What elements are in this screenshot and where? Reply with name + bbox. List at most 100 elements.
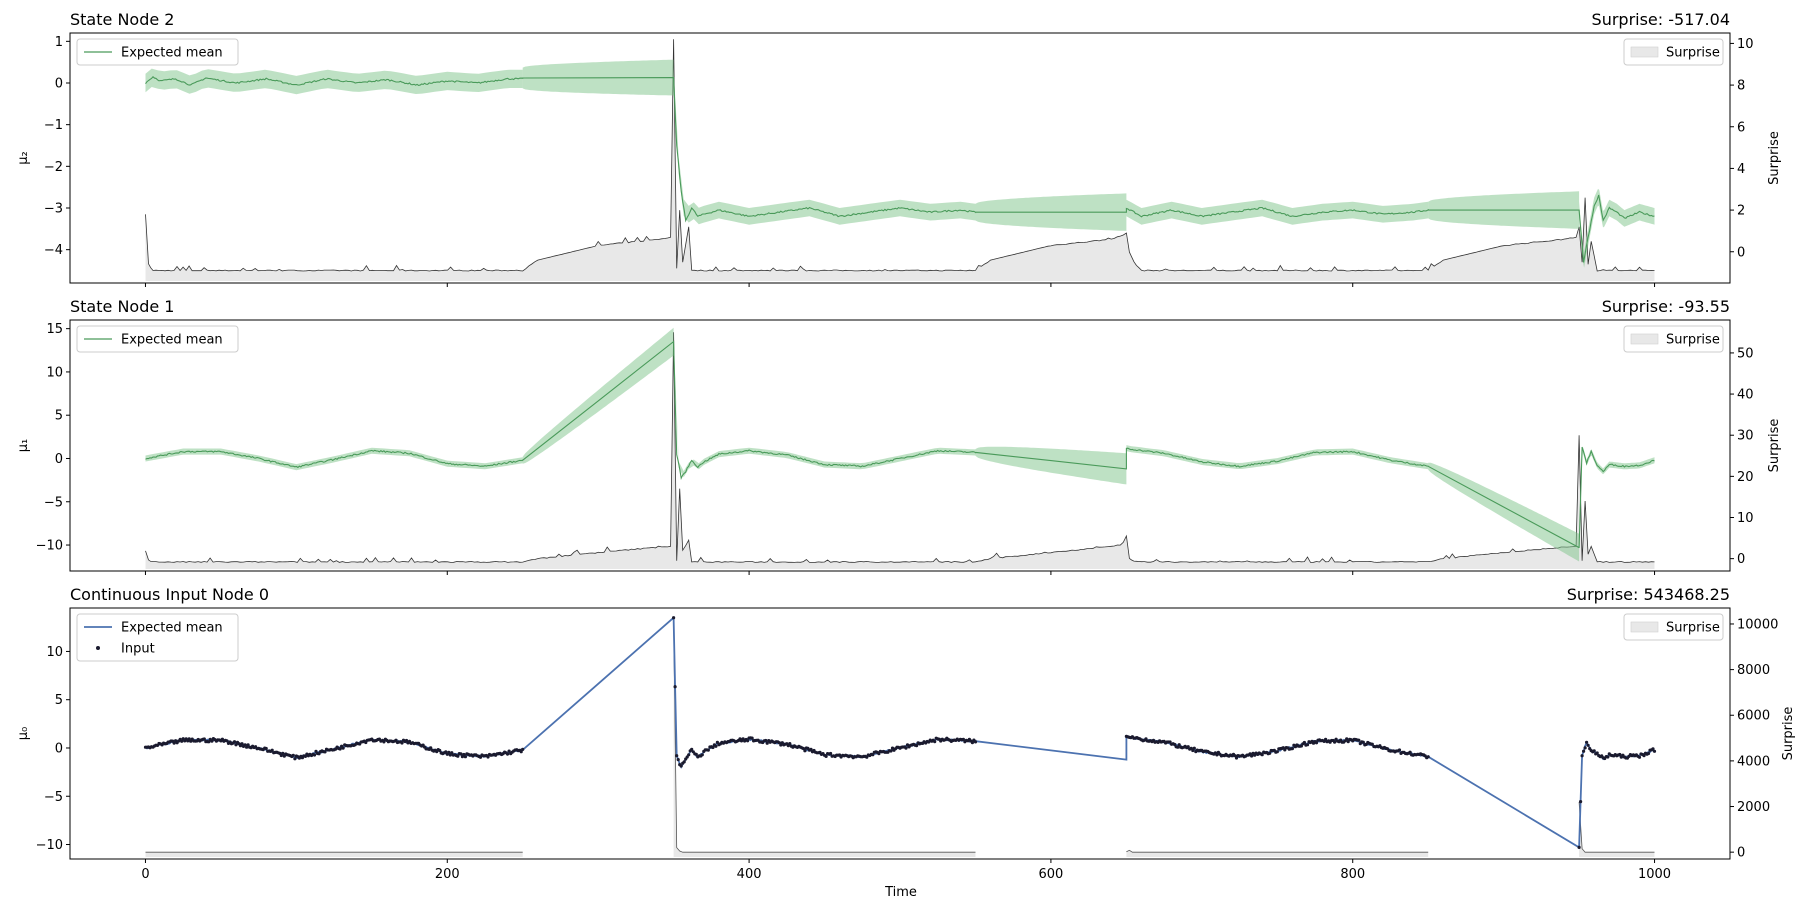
input-point	[700, 753, 704, 757]
input-point	[202, 737, 206, 741]
input-point	[1426, 755, 1430, 759]
surprise-area	[145, 39, 1655, 281]
legend-box	[76, 38, 239, 66]
input-point	[690, 747, 694, 751]
input-point	[706, 748, 710, 752]
legend-swatch-surprise	[1630, 333, 1659, 345]
input-point	[824, 754, 828, 759]
input-point	[672, 616, 676, 620]
input-point	[1324, 737, 1328, 741]
input-point	[682, 760, 686, 764]
y2-tick-label: 2	[1737, 204, 1745, 219]
input-point	[1177, 743, 1181, 747]
y2-tick-label: 8000	[1737, 663, 1770, 678]
input-point	[1346, 740, 1350, 744]
legend-label: Surprise	[1666, 333, 1720, 348]
input-point	[973, 740, 978, 744]
input-point	[1234, 756, 1239, 760]
input-point	[1583, 746, 1587, 750]
input-point	[245, 745, 249, 749]
y2-tick-label: 50	[1737, 346, 1754, 361]
input-point	[746, 739, 750, 743]
expected-mean-line	[145, 76, 1655, 263]
input-point	[715, 740, 720, 745]
input-point	[1408, 750, 1412, 754]
input-point	[506, 752, 510, 756]
input-point	[478, 755, 483, 759]
input-point	[270, 748, 274, 752]
input-point	[675, 754, 679, 758]
uncertainty-band	[145, 68, 523, 95]
input-point	[450, 751, 454, 755]
legend-box	[1623, 613, 1724, 641]
y2-tick-label: 0	[1737, 846, 1745, 861]
y2-tick-label: 8	[1737, 79, 1745, 94]
legend-label: Input	[121, 642, 155, 657]
input-point	[1186, 745, 1190, 749]
y-tick-label: −2	[44, 160, 63, 175]
legend-label: Surprise	[1666, 621, 1720, 636]
input-point	[915, 744, 919, 748]
panel-surprise-total: Surprise: 543468.25	[1567, 585, 1730, 604]
panel-3: 10 5 0 −5 −10 10000 8000 6000 4000 2000 0 0 200 400 60…	[16, 585, 1796, 900]
y-tick-label: 0	[55, 741, 63, 756]
input-point	[225, 739, 229, 743]
input-point	[679, 764, 683, 768]
input-point	[1642, 754, 1646, 758]
input-point	[673, 685, 677, 689]
input-point	[1651, 747, 1655, 751]
surprise-area	[145, 852, 523, 857]
y-axis-label: μ₂	[16, 151, 31, 164]
y2-axis-label: Surprise	[1781, 707, 1796, 761]
input-point	[1652, 749, 1657, 753]
surprise-line	[673, 619, 976, 853]
legend-box	[1623, 325, 1724, 353]
uncertainty-band	[522, 327, 674, 464]
input-point	[803, 749, 807, 753]
input-point	[1577, 845, 1581, 850]
input-point	[1176, 745, 1180, 749]
input-points	[143, 616, 1657, 850]
y2-tick-label: 0	[1737, 245, 1745, 260]
input-point	[323, 750, 327, 754]
y2-tick-label: 10000	[1737, 617, 1778, 632]
input-point	[1283, 748, 1287, 752]
surprise-line	[145, 39, 1655, 272]
input-point	[519, 750, 523, 754]
expected-mean-line	[145, 340, 1655, 549]
legend-right: Surprise	[1623, 325, 1724, 353]
input-point	[1333, 740, 1337, 744]
y-tick-label: −10	[36, 539, 63, 554]
input-point	[312, 753, 317, 757]
surprise-line	[1126, 849, 1429, 853]
input-point	[240, 742, 244, 746]
input-point	[382, 740, 386, 744]
input-point	[1260, 753, 1264, 757]
surprise-area	[1579, 802, 1655, 857]
input-point	[933, 740, 937, 744]
y-tick-label: −10	[36, 838, 63, 853]
y2-tick-label: 4	[1737, 162, 1745, 177]
legend-right: Surprise	[1623, 38, 1724, 66]
input-point	[765, 741, 769, 745]
x-tick-label: 1000	[1638, 867, 1671, 882]
y-tick-label: −5	[44, 495, 63, 510]
y2-tick-label: 10	[1737, 37, 1754, 52]
uncertainty-band	[1428, 462, 1580, 562]
input-point	[1580, 754, 1584, 758]
input-point	[1314, 741, 1319, 745]
input-point	[394, 738, 398, 742]
input-point	[1233, 754, 1237, 758]
y-tick-label: 10	[46, 645, 63, 660]
input-point	[1290, 747, 1294, 751]
legend-label: Surprise	[1666, 46, 1720, 61]
input-point	[429, 746, 433, 750]
uncertainty-band	[975, 446, 1127, 485]
input-point	[521, 747, 525, 752]
panel-surprise-total: Surprise: -93.55	[1602, 297, 1730, 316]
input-point	[1586, 743, 1590, 747]
input-point	[1579, 800, 1583, 804]
